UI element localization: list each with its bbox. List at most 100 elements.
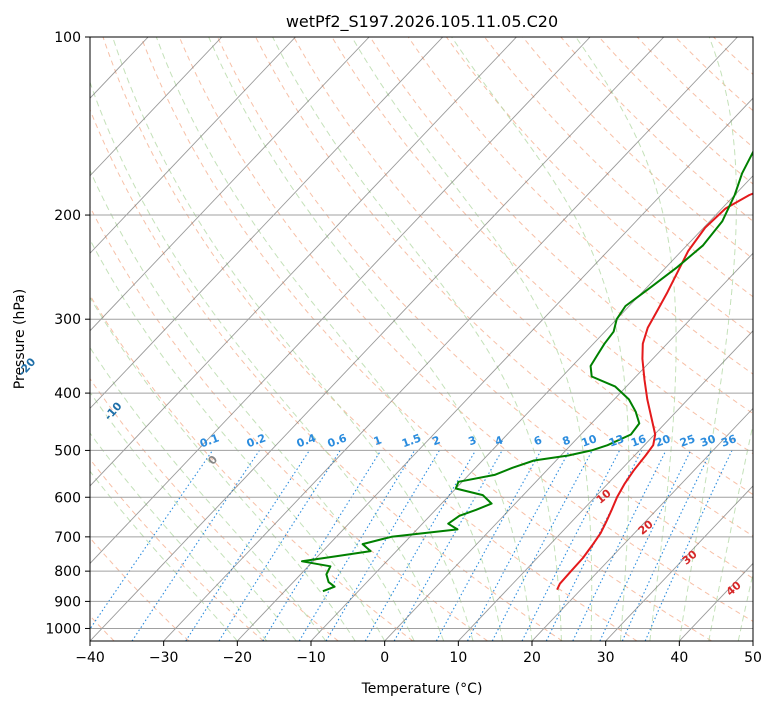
mixing-ratio-line <box>325 450 440 641</box>
dry-adiabat-line <box>102 37 638 641</box>
isotherm-line <box>752 640 753 641</box>
isotherm-line <box>0 37 1 641</box>
y-tick-label: 800 <box>54 564 81 580</box>
isotherm-line <box>90 37 296 254</box>
mixing-ratio-label: 2 <box>430 434 442 449</box>
y-tick-label: 500 <box>54 443 81 459</box>
x-tick-label: 50 <box>744 650 762 666</box>
mixing-ratio-label: 0.2 <box>245 431 268 450</box>
y-axis-title: Pressure (hPa) <box>12 289 28 389</box>
mixing-ratio-label: 30 <box>699 432 718 450</box>
dry-adiabat-label: -10 <box>102 399 125 423</box>
mixing-ratio-line <box>599 450 692 641</box>
y-tick-label: 200 <box>54 208 81 224</box>
moist-adiabat-line <box>90 391 297 641</box>
mixing-ratio-label: 4 <box>493 433 505 448</box>
x-tick-label: −20 <box>223 650 253 666</box>
isotherm-line <box>310 175 753 641</box>
plot-frame <box>89 36 754 642</box>
mixing-ratio-line <box>467 450 571 641</box>
dry-adiabat-line <box>407 37 753 375</box>
moist-adiabat-label: 20 <box>636 517 656 537</box>
moist-adiabat-label: 40 <box>724 578 744 598</box>
moist-adiabat-line <box>737 571 753 641</box>
mixing-ratio-line <box>262 450 382 641</box>
moist-adiabat-line <box>90 346 327 641</box>
moist-adiabat-line <box>90 238 386 641</box>
y-tick-label: 300 <box>54 312 81 328</box>
dry-adiabat-line <box>255 37 753 537</box>
x-tick-label: 10 <box>449 650 467 666</box>
mixing-ratio-line <box>131 450 260 641</box>
dry-adiabat-line <box>90 377 339 641</box>
dry-adiabat-line <box>90 458 264 641</box>
moist-adiabat-line <box>90 169 415 641</box>
y-tick-label: 900 <box>54 594 81 610</box>
dry-adiabat-line <box>484 37 753 298</box>
dry-adiabat-label: 0 <box>205 453 220 468</box>
x-tick-label: 20 <box>523 650 541 666</box>
dry-adiabat-line <box>751 37 753 39</box>
chart-title: wetPf2_S197.2026.105.11.05.C20 <box>286 12 558 32</box>
mixing-ratio-line <box>521 450 621 641</box>
isotherm-line <box>605 485 753 641</box>
mixing-ratio-label: 20 <box>653 432 672 450</box>
y-tick-label: 700 <box>54 530 81 546</box>
x-axis-ticks: −40 −30 −20 −10 0 10 20 30 40 50 <box>75 641 762 666</box>
isotherm-line <box>90 37 665 641</box>
mixing-ratio-label: 1.5 <box>400 432 423 451</box>
x-axis-title: Temperature (°C) <box>361 681 483 697</box>
dry-adiabat-line <box>140 37 712 641</box>
isotherm-line <box>90 37 370 332</box>
mixing-ratio-label: 13 <box>607 432 626 449</box>
mixing-ratio-label: 6 <box>532 433 544 448</box>
moist-adiabat-label: 10 <box>594 486 614 506</box>
y-tick-label: 400 <box>54 386 81 402</box>
moist-adiabat-line <box>208 37 533 641</box>
moist-adiabat-line <box>90 80 445 641</box>
dry-adiabat-line <box>90 108 563 641</box>
grid-lines <box>0 37 753 641</box>
mixing-ratio-line <box>435 450 542 641</box>
y-tick-label: 600 <box>54 490 81 506</box>
mixing-ratio-label: 36 <box>719 432 738 450</box>
isotherm-line <box>458 330 753 641</box>
mixing-ratio-label: 16 <box>629 432 648 450</box>
mixing-ratio-line <box>298 450 416 641</box>
mixing-ratio-line <box>364 450 477 641</box>
isotherm-line <box>90 37 517 487</box>
y-tick-label: 100 <box>54 30 81 46</box>
moist-adiabat-line <box>708 422 753 641</box>
moist-adiabat-line <box>272 37 562 641</box>
moist-adiabat-label: 30 <box>680 547 700 567</box>
x-tick-label: −40 <box>75 650 105 666</box>
temperature-profile-line <box>556 192 753 591</box>
dry-adiabat-line <box>445 37 753 336</box>
moist-adiabat-line <box>155 37 503 641</box>
mixing-ratio-label: 8 <box>561 434 573 449</box>
dewpoint-profile-line <box>301 149 753 593</box>
profiles <box>301 149 753 593</box>
dry-adiabat-line <box>636 37 753 148</box>
x-tick-label: −30 <box>149 650 179 666</box>
mixing-ratio-line <box>218 450 341 641</box>
isotherm-line <box>163 37 738 641</box>
x-tick-label: −10 <box>296 650 326 666</box>
dry-adiabat-line <box>90 294 414 641</box>
dry-adiabat-line <box>713 37 753 76</box>
mixing-ratio-line <box>644 450 733 641</box>
dry-adiabat-line <box>178 37 753 623</box>
isotherm-line <box>531 407 753 641</box>
x-tick-label: 0 <box>380 650 389 666</box>
mixing-ratio-label: 10 <box>580 432 599 450</box>
isotherm-line <box>90 37 444 410</box>
mixing-ratio-label: 25 <box>678 432 697 449</box>
background-lines <box>90 37 753 641</box>
mixing-ratio-label: 0.1 <box>198 432 221 451</box>
y-axis-ticks: 100 200 300 400 500 600 700 800 900 1000 <box>45 30 90 637</box>
dry-adiabat-line <box>331 37 753 455</box>
mixing-ratio-label: 0.6 <box>326 431 349 450</box>
moist-adiabat-line <box>90 296 356 641</box>
dry-adiabat-line <box>217 37 753 579</box>
moist-adiabat-line <box>678 37 737 641</box>
